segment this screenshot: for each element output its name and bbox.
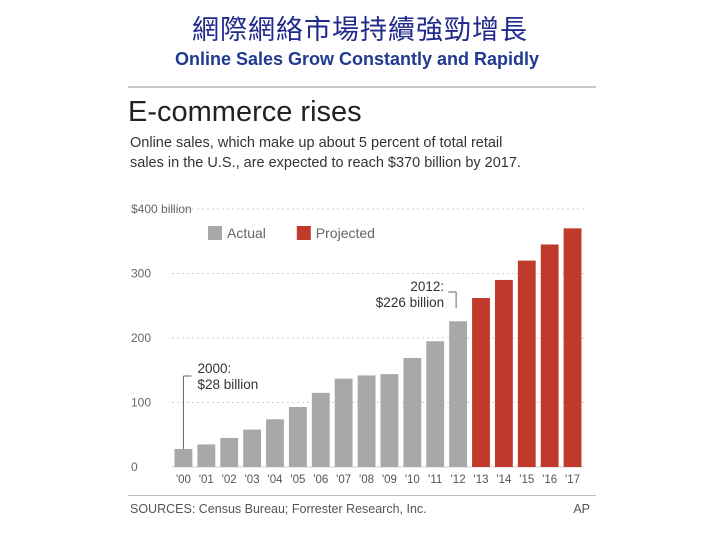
bar bbox=[266, 419, 284, 467]
annotation-label: 2000: bbox=[197, 361, 231, 376]
top-rule bbox=[128, 86, 596, 88]
bar bbox=[426, 341, 445, 467]
x-tick-label: '05 bbox=[290, 474, 305, 486]
x-tick-label: '16 bbox=[542, 474, 557, 486]
bar bbox=[540, 244, 559, 467]
x-tick-label: '11 bbox=[428, 474, 442, 486]
bar bbox=[220, 437, 239, 467]
slide-title-en: Online Sales Grow Constantly and Rapidly bbox=[174, 49, 540, 69]
x-tick-label: '17 bbox=[565, 474, 580, 486]
bar bbox=[311, 392, 330, 467]
annotation-label: $226 billion bbox=[376, 295, 444, 310]
legend-swatch bbox=[296, 226, 311, 240]
annotation-label: $28 billion bbox=[197, 377, 258, 392]
bar bbox=[334, 378, 353, 467]
chart-subtitle-line: sales in the U.S., are expected to reach… bbox=[130, 155, 521, 171]
x-tick-label: '12 bbox=[451, 474, 466, 486]
bar bbox=[517, 260, 536, 467]
bar bbox=[357, 375, 376, 467]
chart-graphic: E-commerce rises Online sales, which mak… bbox=[128, 86, 596, 526]
bar bbox=[563, 228, 582, 467]
bar bbox=[288, 407, 307, 467]
x-tick-label: '14 bbox=[496, 474, 512, 486]
bottom-rule bbox=[128, 495, 596, 496]
chart-subtitle-line: Online sales, which make up about 5 perc… bbox=[130, 135, 503, 151]
credit-label: AP bbox=[573, 502, 590, 516]
bar bbox=[494, 279, 513, 467]
bar bbox=[449, 321, 468, 467]
x-tick-label: '02 bbox=[222, 474, 237, 486]
sources-note: SOURCES: Census Bureau; Forrester Resear… bbox=[130, 502, 427, 516]
x-tick-label: '10 bbox=[405, 474, 420, 486]
bar bbox=[174, 448, 193, 467]
bar bbox=[197, 444, 216, 467]
x-tick-label: '09 bbox=[382, 474, 397, 486]
x-tick-label: '06 bbox=[313, 474, 328, 486]
legend-label: Projected bbox=[316, 225, 375, 241]
x-tick-label: '01 bbox=[199, 474, 214, 486]
x-tick-label: '04 bbox=[268, 474, 284, 486]
bar bbox=[243, 429, 262, 467]
legend-swatch bbox=[208, 226, 222, 240]
y-tick-label: 200 bbox=[131, 331, 151, 345]
x-tick-label: '03 bbox=[245, 474, 260, 486]
bar-chart: 0 100 200 300 $400 billion '00 '01 '02 '03 '04 '05… bbox=[131, 202, 584, 486]
x-tick-label: '13 bbox=[474, 474, 489, 486]
legend-label: Actual bbox=[227, 225, 266, 241]
chart-title: E-commerce rises bbox=[128, 96, 362, 128]
x-tick-label: '07 bbox=[336, 474, 351, 486]
bar bbox=[380, 374, 399, 467]
y-tick-label: 100 bbox=[131, 396, 151, 410]
annotation-label: 2012: bbox=[410, 279, 444, 294]
y-tick-label: 300 bbox=[131, 267, 151, 281]
y-tick-label: 0 bbox=[131, 460, 138, 474]
y-tick-label: $400 billion bbox=[131, 202, 192, 216]
x-tick-label: '00 bbox=[176, 474, 191, 486]
bar bbox=[403, 357, 422, 467]
x-tick-label: '08 bbox=[359, 474, 374, 486]
bar bbox=[472, 298, 490, 467]
chart-subtitle: Online sales, which make up about 5 perc… bbox=[130, 133, 592, 173]
slide-title-cn: 網際網絡市場持續強勁增長 bbox=[192, 15, 528, 46]
x-tick-label: '15 bbox=[519, 474, 534, 486]
